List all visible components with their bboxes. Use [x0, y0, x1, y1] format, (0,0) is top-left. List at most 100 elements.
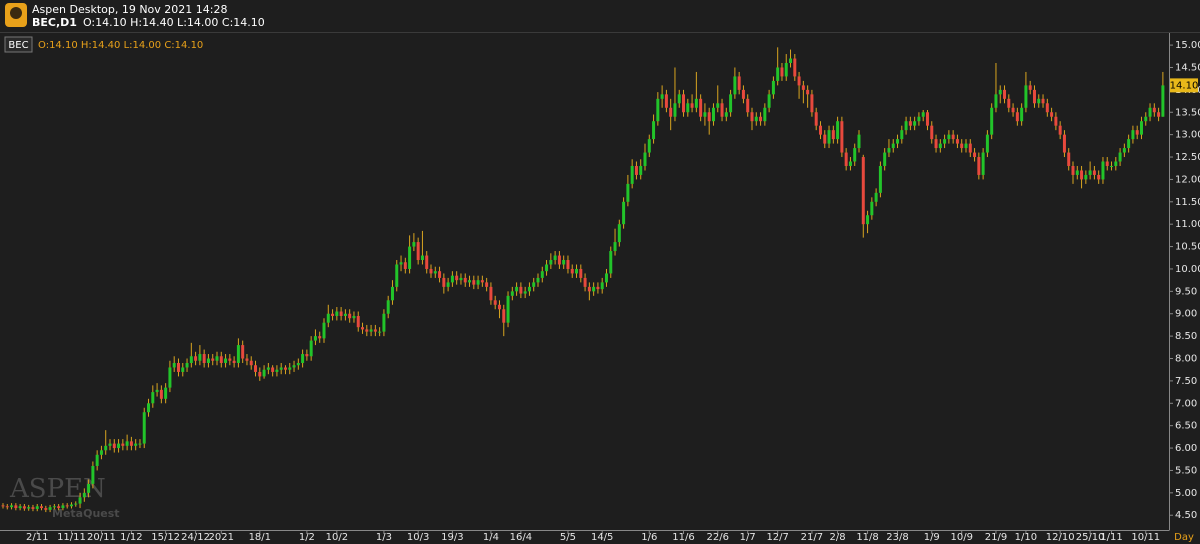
candle-body — [322, 322, 326, 339]
y-tick-label: 11.50 — [1175, 197, 1200, 208]
y-tick-label: 9.00 — [1175, 309, 1197, 320]
candle-body — [711, 107, 715, 122]
candle-body — [994, 94, 998, 108]
candle-body — [117, 443, 121, 449]
candle-body — [557, 255, 561, 265]
candle-body — [134, 443, 138, 446]
x-tick-label: 22/6 — [707, 532, 729, 543]
candle-body — [125, 441, 129, 446]
candle-body — [48, 507, 52, 510]
candle-body — [853, 148, 857, 162]
y-tick-label: 5.50 — [1175, 465, 1197, 476]
candle-body — [746, 98, 750, 113]
candle-body — [266, 367, 270, 370]
candle-body — [908, 121, 912, 126]
candle-body — [22, 506, 26, 509]
x-tick-label: 18/1 — [249, 532, 271, 543]
x-tick-label: 20/11 — [87, 532, 116, 543]
candle-body — [82, 492, 86, 498]
candle-body — [369, 329, 373, 332]
x-tick-label: 1/4 — [483, 532, 499, 543]
candle-body — [1037, 98, 1041, 104]
candle-body — [112, 443, 116, 449]
candle-body — [823, 134, 827, 144]
candle-body — [151, 392, 155, 404]
last-price-box — [1170, 78, 1198, 93]
candle-body — [1157, 112, 1161, 117]
candle-body — [549, 260, 553, 265]
candle-body — [921, 112, 925, 117]
candle-body — [181, 367, 185, 372]
candle-body — [1135, 130, 1139, 135]
candle-body — [356, 315, 360, 328]
candle-body — [168, 367, 172, 388]
y-tick-label: 12.50 — [1175, 152, 1200, 163]
candle-body — [301, 354, 305, 363]
candle-body — [617, 224, 621, 243]
candle-body — [960, 143, 964, 149]
candle-body — [416, 242, 420, 261]
candle-body — [840, 121, 844, 153]
candle-body — [245, 358, 249, 361]
y-tick-label: 7.00 — [1175, 398, 1197, 409]
candle-body — [215, 356, 219, 361]
candle-body — [887, 148, 891, 153]
x-tick-label: 2/11 — [26, 532, 48, 543]
candle-body — [1045, 103, 1049, 113]
candle-body — [91, 465, 95, 484]
candle-body — [626, 183, 630, 202]
x-tick-label: 19/3 — [441, 532, 463, 543]
candle-body — [1080, 170, 1084, 180]
candle-body — [664, 94, 668, 108]
candle-body — [874, 192, 878, 202]
y-tick-label: 13.00 — [1175, 130, 1200, 141]
candle-body — [343, 313, 347, 316]
candle-body — [1097, 174, 1101, 180]
candle-body — [523, 291, 527, 294]
candle-body — [489, 286, 493, 301]
candle-body — [172, 362, 176, 368]
candle-body — [1071, 165, 1075, 175]
x-tick-label: 10/2 — [326, 532, 348, 543]
candle-body — [998, 89, 1002, 95]
candle-body — [164, 387, 168, 399]
candle-body — [827, 130, 831, 144]
candle-body — [305, 354, 309, 357]
candle-body — [399, 262, 403, 265]
candle-body — [65, 505, 69, 507]
candle-body — [729, 94, 733, 113]
y-tick-label: 9.50 — [1175, 286, 1197, 297]
x-tick-label: 11/11 — [57, 532, 86, 543]
candle-body — [527, 286, 531, 292]
candle-body — [288, 367, 292, 370]
candle-body — [425, 255, 429, 269]
y-tick-label: 8.50 — [1175, 331, 1197, 342]
candle-body — [1110, 165, 1114, 167]
x-tick-label: 11/8 — [856, 532, 878, 543]
x-tick-label: 25/10 — [1076, 532, 1105, 543]
candle-body — [818, 125, 822, 135]
candle-body — [382, 313, 386, 332]
candle-body — [386, 300, 390, 314]
candle-body — [673, 103, 677, 117]
candle-body — [194, 356, 198, 361]
candle-body — [258, 371, 262, 377]
candle-body — [279, 367, 283, 370]
candle-body — [604, 273, 608, 283]
candle-body — [955, 139, 959, 144]
candle-body — [938, 143, 942, 149]
candle-body — [789, 58, 793, 63]
candle-body — [981, 152, 985, 175]
candle-body — [14, 505, 18, 509]
candle-body — [254, 365, 258, 372]
candle-body — [202, 354, 206, 363]
symbol-line: BEC,D1 O:14.10 H:14.40 L:14.00 C:14.10 — [32, 16, 265, 29]
candle-body — [831, 130, 835, 140]
candle-body — [857, 134, 861, 149]
candle-body — [502, 309, 506, 323]
candle-body — [977, 157, 981, 175]
symbol-tag: BEC — [8, 40, 28, 51]
candle-body — [733, 76, 737, 95]
candle-body — [990, 107, 994, 135]
